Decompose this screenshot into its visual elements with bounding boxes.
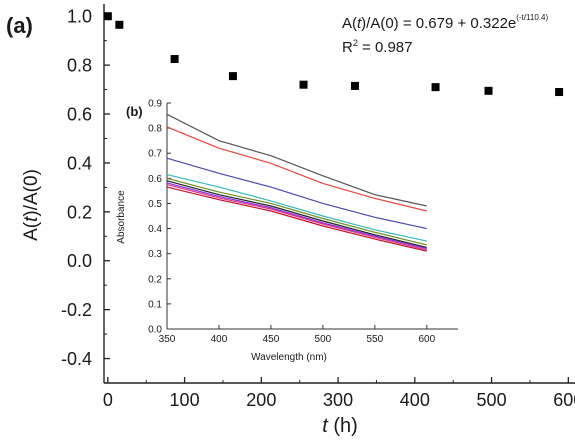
main-data-point [103, 12, 112, 21]
inset-x-tick-label: 450 [263, 334, 280, 345]
main-y-tick-label: 0.8 [67, 56, 92, 76]
main-y-tick-label: 1.0 [67, 7, 92, 27]
main-x-axis-label: t (h) [322, 415, 358, 437]
fit-equation: A(t)/A(0) = 0.679 + 0.322e(-t/110.4) [342, 13, 548, 32]
main-y-tick-label: 0.2 [67, 202, 92, 222]
main-y-ticks: -0.4 -0.2 0.0 0.2 0.4 0.6 0.8 1.0 [61, 7, 110, 369]
main-x-tick-label: 400 [400, 390, 430, 410]
panel-label-a: (a) [6, 13, 33, 38]
main-plot-area [103, 4, 575, 384]
fit-equation-rest: )/A(0) = 0.679 + 0.322e [361, 15, 516, 32]
inset-x-tick-label: 350 [159, 334, 176, 345]
main-x-tick-label: 200 [246, 390, 276, 410]
main-data-point [350, 81, 359, 90]
fit-equation-prefix: A( [342, 15, 357, 32]
inset-spectrum-line-3 [166, 157, 427, 230]
r2-rest: = 0.987 [358, 39, 413, 56]
main-x-ticks: 0 100 200 300 400 500 600 [103, 377, 575, 410]
inset-x-tick-label: 600 [418, 334, 435, 345]
main-x-tick-label: 100 [170, 390, 200, 410]
inset-y-tick-label: 0.4 [148, 224, 162, 235]
main-y-tick-label: 0.4 [67, 153, 92, 173]
inset-x-axis-label: Wavelength (nm) [251, 352, 327, 363]
main-data-point [431, 83, 440, 92]
main-data-point [115, 20, 124, 29]
inset-spectrum-line-1 [166, 113, 427, 207]
main-x-tick-label: 300 [323, 390, 353, 410]
main-data-point [170, 55, 179, 64]
inset-x-ticks: 350 400 450 500 550 600 [159, 325, 436, 345]
main-y-tick-label: -0.4 [61, 349, 92, 369]
main-y-label-part2: )/A(0) [21, 169, 42, 217]
inset-y-ticks: 0.0 0.1 0.2 0.3 0.4 0.5 0.6 0.7 0.8 0.9 [148, 99, 171, 336]
panel-label-b: (b) [126, 104, 143, 119]
inset-spectrum-line-8 [166, 184, 427, 251]
inset-spectrum-line-5 [166, 177, 427, 246]
main-y-label-italic: t [21, 216, 42, 222]
fit-equation-exponent: (-t/110.4) [516, 13, 548, 22]
inset-spectra [166, 113, 427, 252]
inset-y-tick-label: 0.5 [148, 199, 162, 210]
inset-y-tick-label: 0.2 [148, 274, 162, 285]
inset-spectrum-line-6 [166, 180, 427, 248]
inset-x-tick-label: 550 [367, 334, 384, 345]
inset-y-axis-label: Absorbance [116, 190, 127, 244]
main-x-tick-label: 600 [553, 390, 575, 410]
main-y-tick-label: 0.6 [67, 105, 92, 125]
main-data-points [103, 12, 564, 97]
inset-y-tick-label: 0.3 [148, 249, 162, 260]
inset-x-tick-label: 400 [211, 334, 228, 345]
main-data-point [228, 72, 237, 81]
inset-x-tick-label: 500 [315, 334, 332, 345]
main-y-tick-label: 0.0 [67, 251, 92, 271]
main-data-point [484, 86, 493, 95]
main-y-label-part1: A( [21, 221, 42, 241]
inset-y-tick-label: 0.1 [148, 299, 162, 310]
main-x-tick-label: 500 [477, 390, 507, 410]
fit-equation-italic: t [357, 15, 362, 32]
inset-y-tick-label: 0.6 [148, 174, 162, 185]
inset-y-tick-label: 0.7 [148, 149, 162, 160]
r2-base: R [342, 39, 353, 56]
main-x-tick-label: 0 [103, 390, 113, 410]
main-y-tick-label: -0.2 [61, 300, 92, 320]
main-data-point [299, 80, 308, 89]
inset-y-tick-label: 0.8 [148, 124, 162, 135]
inset-y-tick-label: 0.0 [148, 325, 162, 336]
main-x-label-unit: (h) [328, 415, 358, 437]
inset-spectrum-line-4 [166, 174, 427, 242]
inset-spectrum-line-9 [166, 186, 427, 252]
main-x-label-italic: t [322, 415, 329, 437]
inset-y-tick-label: 0.9 [148, 99, 162, 110]
inset-spectrum-line-2 [166, 126, 427, 212]
inset-spectrum-line-7 [166, 182, 427, 250]
inset-plot-area [166, 103, 458, 330]
fit-r-squared: R2 = 0.987 [342, 38, 413, 56]
main-y-axis-label: A(t)/A(0) [21, 169, 42, 241]
main-data-point [555, 88, 564, 97]
r2-sup: 2 [353, 38, 358, 48]
